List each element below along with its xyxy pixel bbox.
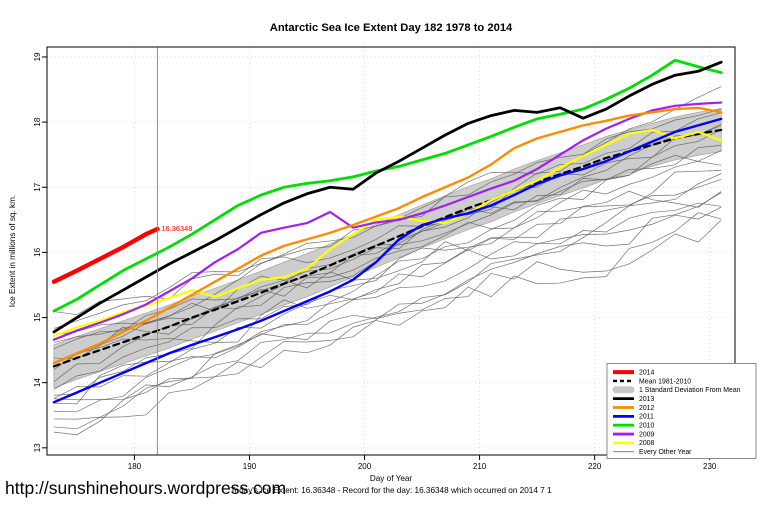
every-other-year-line [53,190,722,336]
series-line-2014 [51,226,160,284]
every-other-year-line [53,206,722,370]
chart-title: Antarctic Sea Ice Extent Day 182 1978 to… [270,22,513,34]
legend: 2014 Mean 1981-2010 1 Standard Deviation F… [606,363,757,459]
every-other-year-line [53,202,722,401]
plot-border [46,46,736,456]
series-line-2011 [52,117,723,404]
x-tick-label: 180 [128,462,142,471]
every-other-year-line [53,150,722,390]
legend-item-2010: 2010 [613,423,654,430]
legend-item-label: 2011 [639,414,654,421]
x-tick-label: 210 [473,462,487,471]
legend-item-2014: 2014 [613,369,654,376]
y-tick-label: 16 [33,247,42,256]
every-other-year-line [53,129,722,413]
every-other-year-line [53,170,722,399]
every-other-year-line [53,192,722,430]
series-line-2013 [52,60,723,334]
legend-item-2012: 2012 [613,405,654,412]
x-tick-label: 220 [588,462,602,471]
legend-item-label: Mean 1981-2010 [639,378,691,385]
series-line-2012 [52,106,723,365]
y-tick-label: 13 [33,443,42,452]
legend-item-label: 2013 [639,396,654,403]
legend-item-2013: 2013 [613,396,654,403]
y-axis-label: Ice Extent in millions of sq. km. [8,195,17,307]
y-tick-label: 15 [33,313,42,322]
y-tick-label: 18 [33,117,42,126]
legend-item-label: Every Other Year [639,449,692,456]
x-tick-label: 190 [243,462,257,471]
legend-item-2011: 2011 [613,414,654,421]
every-other-year-lines [53,86,722,436]
legend-item-every-other-year: Every Other Year [613,449,692,456]
y-tick-label: 17 [33,182,42,191]
series-line-mean-1981-2010 [52,128,723,368]
legend-item-1-standard-deviation-from-mean: 1 Standard Deviation From Mean [612,386,741,394]
legend-item-label: 2012 [639,405,654,412]
footer-today-note: Today's Ice Extent: 16.36348 - Record fo… [230,486,552,495]
legend-item-label: 2009 [639,431,654,438]
y-axis-ticks: 13 14 15 16 17 18 19 [33,52,47,452]
current-value-annotation: 16.36348 [162,224,193,233]
every-other-year-line [53,125,722,364]
x-tick-label: 200 [358,462,372,471]
every-other-year-line [53,112,722,329]
series-line-2009 [52,101,723,341]
x-axis-label: Day of Year [370,474,413,483]
every-other-year-line [53,179,722,360]
footer-url: http://sunshinehours.wordpress.com [5,478,286,498]
every-other-year-line [53,173,722,436]
legend-item-label: 2014 [639,369,654,376]
series-line-2008 [52,128,723,337]
x-axis-ticks: 180 190 200 210 220 230 [128,455,717,471]
legend-item-2008: 2008 [613,440,654,447]
year-series-lines [51,58,723,404]
series-line-2010 [52,58,723,313]
legend-item-2009: 2009 [613,431,654,438]
legend-item-label: 2010 [639,423,654,430]
x-tick-label: 230 [703,462,717,471]
legend-item-mean-1981-2010: Mean 1981-2010 [613,378,691,385]
y-tick-label: 14 [33,378,42,387]
every-other-year-line [53,219,722,405]
legend-item-label: 2008 [639,440,654,447]
legend-item-label: 1 Standard Deviation From Mean [639,387,741,394]
every-other-year-line [53,212,722,420]
y-tick-label: 19 [33,52,42,61]
